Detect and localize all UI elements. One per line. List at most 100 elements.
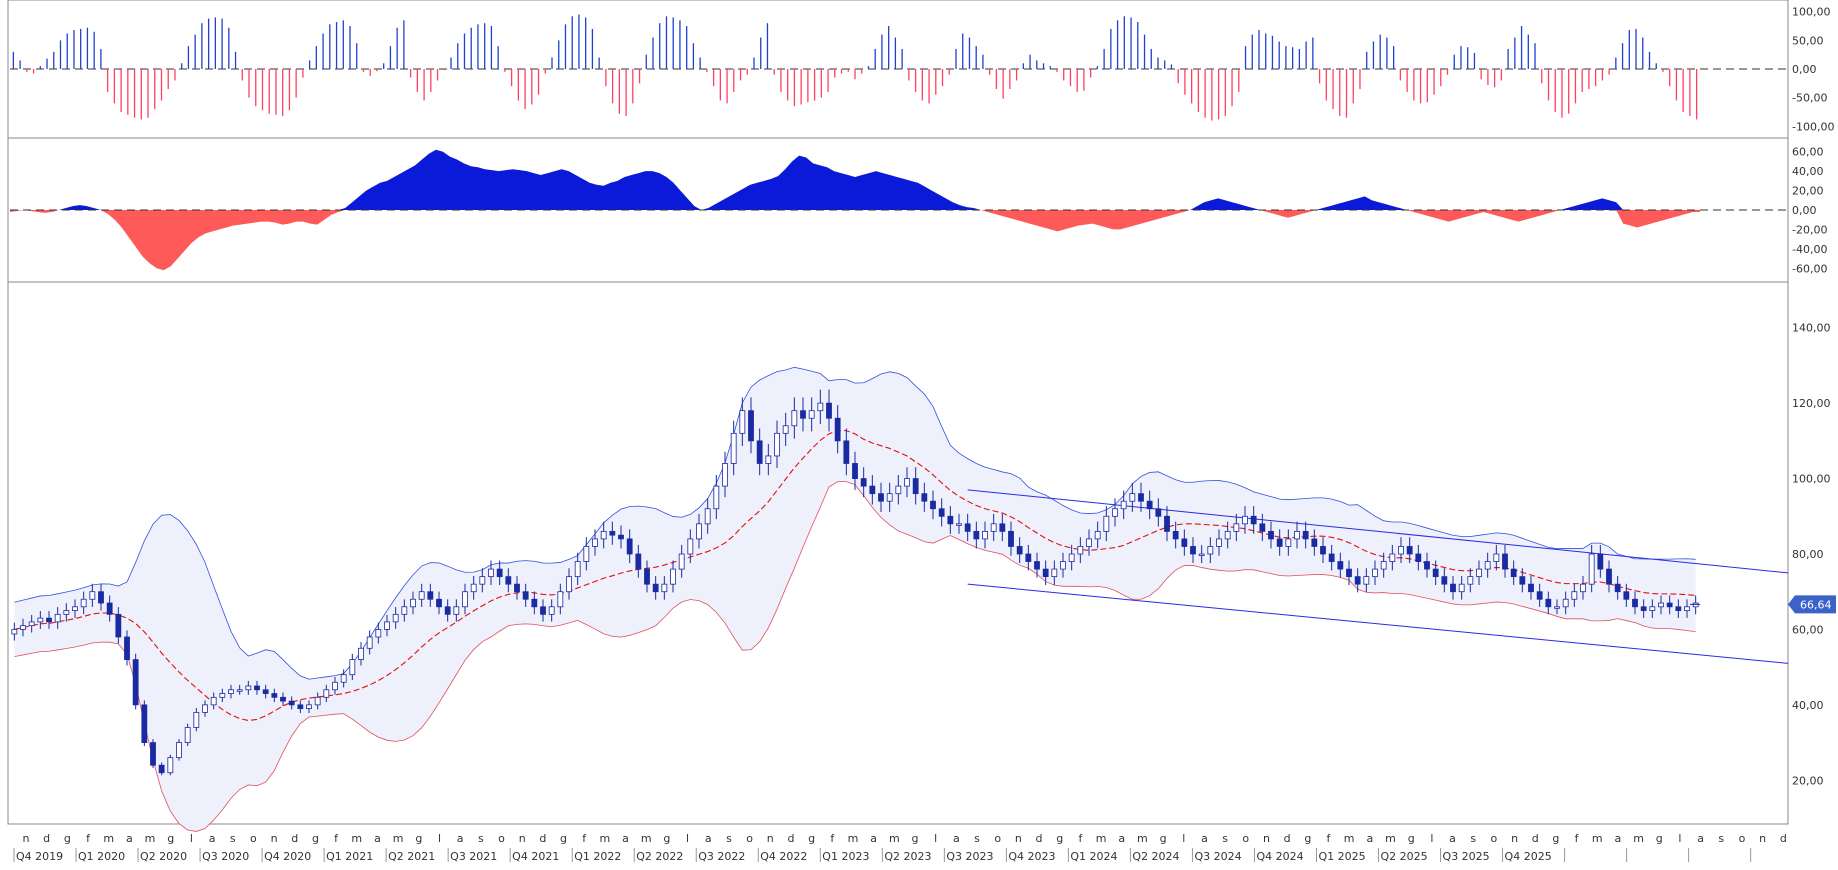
month-label: l — [934, 832, 937, 845]
candle-body — [444, 606, 451, 615]
candle-body — [418, 591, 425, 600]
month-label: s — [230, 832, 236, 845]
price-panel — [7, 281, 1789, 825]
month-label: s — [478, 832, 484, 845]
candle-body — [618, 534, 624, 540]
candle-body — [999, 523, 1006, 532]
candle-body — [1684, 606, 1690, 611]
month-label: d — [539, 832, 546, 845]
quarter-label: Q4 2019 — [16, 850, 63, 863]
quarter-label: Q3 2025 — [1443, 850, 1490, 863]
month-label: a — [1449, 832, 1456, 845]
month-label: g — [808, 832, 815, 845]
candle-body — [297, 704, 304, 710]
candle-body — [1658, 602, 1664, 608]
month-label: d — [1036, 832, 1043, 845]
quarter-label: Q3 2023 — [946, 850, 993, 863]
axes: 100,00 50,00 0,00 -50,00 -100,00 60,00 40,00 20… — [13, 6, 1834, 863]
momentum-area — [10, 149, 1788, 271]
candle-body — [262, 689, 269, 694]
month-label: s — [1470, 832, 1476, 845]
momentum-positive-area — [10, 149, 1700, 210]
oscillator-tick-label: -50,00 — [1792, 92, 1827, 105]
quarter-label: Q4 2021 — [512, 850, 559, 863]
candle-body — [548, 606, 555, 615]
candle-body — [1285, 538, 1292, 547]
candle-body — [990, 523, 997, 532]
candle-body — [280, 696, 286, 702]
month-label: a — [622, 832, 629, 845]
quarter-label: Q4 2025 — [1505, 850, 1552, 863]
candle-body — [37, 617, 44, 623]
month-label: f — [582, 832, 587, 845]
last-price-badge: 66,64 — [1788, 595, 1836, 614]
month-label: f — [1575, 832, 1580, 845]
month-label: g — [1160, 832, 1167, 845]
candle-body — [1372, 568, 1378, 578]
candle-body — [72, 606, 78, 611]
candle-body — [557, 591, 564, 608]
candle-body — [878, 493, 884, 502]
candle-body — [583, 546, 590, 562]
month-label: m — [1344, 832, 1355, 845]
month-label: m — [848, 832, 859, 845]
month-label: g — [312, 832, 319, 845]
momentum-tick-label: -40,00 — [1792, 243, 1827, 256]
candle-body — [964, 523, 971, 532]
candle-body — [678, 553, 685, 570]
month-label: a — [374, 832, 381, 845]
quarter-label: Q3 2022 — [698, 850, 745, 863]
month-label: n — [271, 832, 278, 845]
candle-body — [869, 485, 876, 495]
candle-body — [288, 700, 295, 706]
candle-body — [626, 538, 633, 555]
month-label: g — [1656, 832, 1663, 845]
candle-body — [522, 591, 529, 600]
oscillator-tick-label: 50,00 — [1792, 34, 1824, 47]
quarter-label: Q2 2023 — [884, 850, 931, 863]
candle-body — [609, 530, 616, 536]
candle-body — [956, 523, 962, 526]
candle-body — [1190, 546, 1196, 555]
month-label: f — [830, 832, 835, 845]
candle-body — [739, 410, 746, 434]
quarter-label: Q3 2020 — [202, 850, 249, 863]
candle-body — [912, 478, 919, 495]
month-label: n — [1263, 832, 1270, 845]
candle-body — [722, 463, 728, 487]
candle-body — [1328, 553, 1335, 562]
month-label: g — [1552, 832, 1559, 845]
month-label: g — [167, 832, 174, 845]
momentum-negative-area — [10, 210, 1700, 271]
candle-body — [661, 583, 668, 593]
candle-body — [176, 742, 182, 759]
month-label: m — [1137, 832, 1148, 845]
candle-body — [1164, 515, 1170, 532]
month-label: o — [746, 832, 753, 845]
candle-body — [1649, 606, 1656, 611]
price-tick-label: 60,00 — [1792, 623, 1824, 636]
candle-body — [1146, 500, 1153, 510]
candle-body — [98, 591, 104, 604]
candle-body — [1545, 598, 1552, 608]
candle-body — [158, 764, 165, 774]
candle-body — [193, 712, 200, 728]
candle-body — [982, 530, 988, 540]
month-label: d — [291, 832, 298, 845]
month-label: s — [726, 832, 732, 845]
month-label: a — [1697, 832, 1704, 845]
quarter-label: Q1 2020 — [78, 850, 125, 863]
candle-body — [808, 410, 815, 419]
candle-body — [748, 410, 754, 442]
candle-body — [323, 689, 330, 698]
candle-body — [1692, 602, 1699, 608]
candle-body — [1042, 568, 1049, 578]
month-label: o — [994, 832, 1001, 845]
momentum-tick-label: 20,00 — [1792, 185, 1824, 198]
candle-body — [479, 576, 486, 585]
month-label: f — [1327, 832, 1332, 845]
month-label: n — [1759, 832, 1766, 845]
month-label: m — [103, 832, 114, 845]
candle-body — [826, 402, 832, 419]
quarter-label: Q2 2025 — [1381, 850, 1428, 863]
